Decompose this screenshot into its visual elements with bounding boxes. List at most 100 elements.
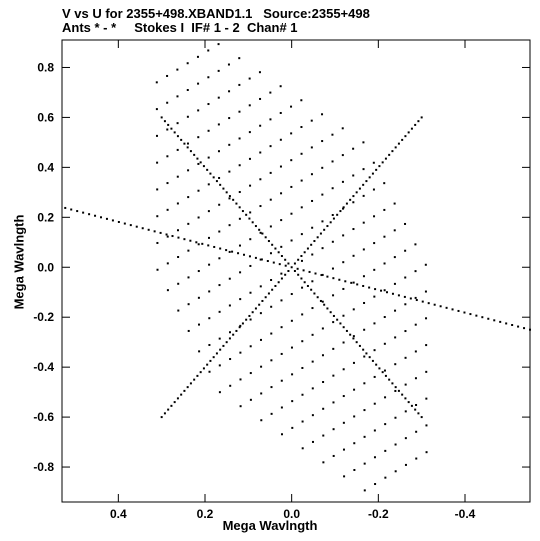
data-point [319,232,322,235]
x-tick-label: -0.4 [455,507,476,521]
data-point [381,161,384,164]
data-point [475,314,478,317]
data-point [159,231,162,234]
data-point [338,278,341,281]
data-point [251,311,254,314]
data-point [170,127,173,130]
data-point [287,270,290,272]
axis-ticks: 0.4 0.2 0.0 -0.2 -0.4 0.8 0.6 0.4 0.2 0.0 -0.2 -0.4… [33,40,530,521]
y-tick-label: 0.6 [37,110,54,124]
y-tick-label: 0.0 [37,260,54,274]
plot-frame [61,39,531,503]
data-point [123,222,126,225]
data-point [212,356,215,359]
data-point [323,228,326,231]
data-point [352,254,355,257]
data-point [415,403,418,406]
data-point [404,356,407,359]
data-point [290,239,293,242]
data-point [316,236,319,239]
data-point [410,127,413,130]
data-point [238,164,241,167]
data-point [310,243,313,246]
data-point [259,231,262,234]
data-point [469,313,472,316]
data-point [407,131,410,134]
data-point [358,187,361,190]
data-point [352,337,355,340]
data-point [215,180,218,183]
data-point [284,264,287,267]
data-point [363,435,366,438]
data-point [280,192,283,195]
data-point [363,382,366,385]
data-point [353,388,356,391]
data-point [341,180,344,183]
data-point [228,195,231,198]
data-point [499,320,502,323]
data-point [213,245,216,248]
data-point [239,378,242,381]
data-point [195,241,198,244]
data-point [141,227,144,230]
data-point [284,258,287,261]
data-point [166,74,169,77]
data-point [202,165,205,168]
data-point [352,308,355,311]
data-point [270,359,273,362]
data-point [291,373,294,376]
data-point [322,434,325,437]
data-point [291,426,294,429]
data-point [232,333,235,336]
data-point [362,141,365,144]
data-point [373,215,376,218]
data-point [207,244,210,247]
data-point [300,126,303,129]
data-point [404,303,407,306]
data-point [365,180,368,183]
data-point [173,131,176,134]
data-point [129,224,132,227]
data-point [219,348,222,351]
data-point [352,335,355,338]
data-point [378,367,381,370]
data-point [260,258,263,261]
data-point [228,90,231,93]
data-point [352,147,355,150]
data-point [326,275,329,278]
data-point [300,277,303,280]
data-point [88,213,91,216]
data-point [393,202,396,205]
data-point [362,194,365,197]
data-point [177,236,180,239]
data-point [313,240,316,243]
data-point [391,382,394,385]
data-point [218,310,221,313]
data-point [300,179,303,182]
data-point [352,201,355,204]
data-point [260,419,263,422]
data-point [332,321,335,324]
data-point [384,157,387,160]
data-point [373,429,376,432]
data-point [345,329,348,332]
data-point [316,296,319,299]
data-point [415,430,418,433]
data-point [417,412,420,415]
data-point [187,222,190,225]
data-point [415,299,418,302]
data-point [166,128,169,131]
data-point [394,416,397,419]
data-point [404,276,407,279]
data-point [300,152,303,155]
data-point [301,340,304,343]
data-point [269,198,272,201]
data-point [228,143,231,146]
data-point [394,309,397,312]
data-point [271,288,274,291]
data-point [197,216,200,219]
data-point [371,359,374,362]
data-point [249,318,252,321]
data-point [260,365,263,368]
data-point [290,266,293,269]
